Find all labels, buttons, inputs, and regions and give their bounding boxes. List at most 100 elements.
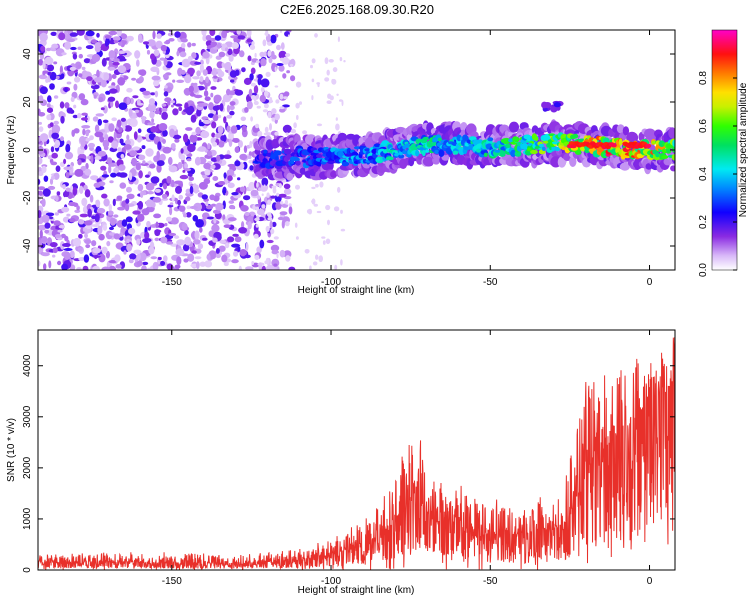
noise-speckle — [195, 219, 205, 228]
colorbar-gradient — [711, 29, 738, 271]
noise-speckle — [169, 128, 175, 138]
noise-speckle — [124, 125, 133, 132]
x-tick-label: -50 — [483, 277, 498, 288]
noise-speckle — [231, 259, 239, 264]
signal-blob — [538, 143, 545, 148]
noise-speckle — [66, 107, 73, 114]
noise-speckle — [265, 225, 270, 233]
signal-blob — [290, 160, 295, 165]
noise-speckle — [44, 222, 51, 229]
noise-speckle — [150, 256, 158, 260]
noise-speckle — [194, 256, 202, 260]
noise-speckle — [244, 212, 250, 216]
noise-speckle — [55, 195, 59, 202]
noise-speckle — [62, 184, 66, 190]
noise-speckle — [212, 114, 219, 122]
noise-speckle — [126, 87, 133, 93]
noise-speckle — [102, 224, 108, 231]
noise-speckle — [248, 181, 256, 191]
noise-speckle — [257, 74, 263, 80]
noise-speckle — [228, 200, 235, 204]
noise-speckle — [255, 123, 260, 129]
noise-speckle — [136, 213, 145, 222]
noise-speckle — [234, 160, 241, 167]
noise-speckle — [144, 174, 150, 178]
noise-speckle — [311, 58, 316, 64]
noise-speckle — [176, 79, 185, 84]
noise-speckle — [55, 165, 61, 172]
noise-speckle — [128, 258, 134, 264]
noise-speckle — [92, 150, 96, 154]
noise-speckle — [66, 81, 72, 85]
noise-speckle — [111, 140, 119, 149]
noise-speckle — [145, 182, 155, 191]
noise-speckle — [188, 176, 194, 181]
noise-speckle — [142, 160, 146, 165]
noise-speckle — [192, 215, 199, 222]
noise-speckle — [159, 182, 163, 188]
noise-speckle — [157, 141, 162, 151]
noise-speckle — [40, 236, 48, 243]
noise-speckle — [267, 199, 272, 205]
noise-speckle — [245, 242, 249, 251]
noise-speckle — [94, 77, 103, 83]
signal-blob — [671, 154, 675, 161]
noise-speckle — [170, 217, 179, 225]
signal-blob — [422, 156, 434, 167]
noise-speckle — [50, 161, 58, 166]
noise-speckle — [186, 158, 192, 162]
noise-speckle — [223, 224, 231, 229]
noise-speckle — [313, 203, 318, 207]
noise-speckle — [309, 265, 312, 270]
noise-speckle — [130, 118, 138, 127]
noise-speckle — [42, 60, 46, 69]
noise-speckle — [251, 92, 257, 96]
noise-speckle — [232, 138, 240, 143]
snr-x-ticks: -150 -100 -50 0 — [162, 330, 653, 587]
noise-speckle — [106, 240, 111, 247]
noise-speckle — [183, 213, 187, 218]
noise-speckle — [194, 94, 203, 99]
noise-speckle — [78, 233, 83, 239]
noise-speckle — [50, 175, 56, 180]
noise-speckle — [141, 208, 150, 216]
noise-speckle — [59, 101, 65, 109]
noise-speckle — [170, 143, 176, 149]
noise-speckle — [246, 101, 253, 110]
signal-blob — [447, 150, 452, 155]
y-tick-label: 4000 — [22, 354, 33, 377]
noise-speckle — [334, 264, 338, 270]
noise-speckle — [268, 214, 272, 218]
noise-speckle — [41, 198, 46, 208]
noise-speckle — [98, 96, 104, 103]
noise-speckle — [187, 42, 192, 48]
noise-speckle — [237, 246, 241, 251]
noise-speckle — [266, 239, 274, 244]
noise-speckle — [233, 250, 239, 257]
noise-speckle — [332, 67, 338, 73]
noise-speckle — [156, 33, 162, 39]
noise-speckle — [251, 41, 255, 46]
noise-speckle — [321, 236, 326, 239]
noise-speckle — [66, 38, 76, 43]
noise-speckle — [282, 73, 287, 79]
noise-speckle — [158, 123, 168, 131]
noise-speckle — [154, 188, 161, 193]
noise-speckle — [182, 243, 190, 252]
noise-speckle — [124, 204, 130, 212]
noise-speckle — [54, 234, 62, 238]
noise-speckle — [202, 69, 208, 76]
noise-speckle — [60, 115, 65, 124]
noise-speckle — [141, 115, 146, 124]
noise-speckle — [69, 250, 75, 259]
noise-speckle — [250, 67, 256, 75]
snr-y-axis-label: SNR (10 * v/v) — [6, 418, 17, 482]
noise-speckle — [129, 97, 134, 105]
noise-speckle — [97, 225, 103, 235]
noise-speckle — [226, 125, 231, 133]
noise-speckle — [252, 204, 256, 210]
noise-speckle — [131, 77, 137, 81]
signal-blob — [425, 149, 429, 153]
noise-speckle — [206, 150, 212, 157]
noise-speckle — [49, 178, 54, 185]
